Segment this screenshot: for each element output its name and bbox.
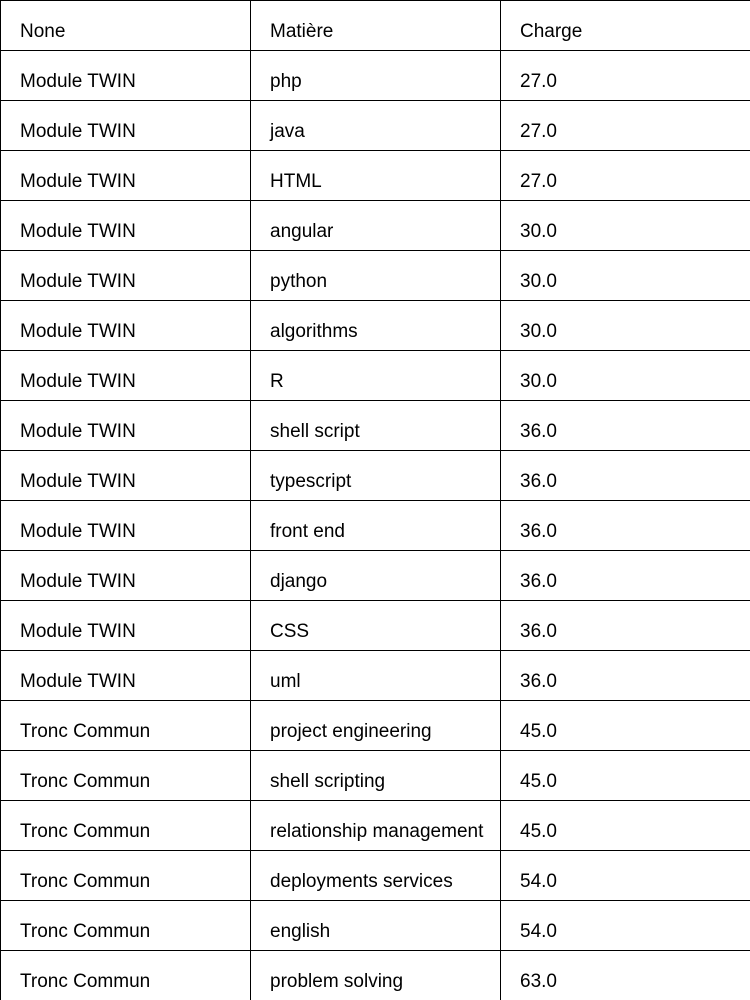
cell-group: Tronc Commun (1, 701, 251, 750)
cell-matiere: relationship management (251, 801, 501, 850)
cell-matiere: python (251, 251, 501, 300)
cell-group: Tronc Commun (1, 801, 251, 850)
table-row: Module TWIN java 27.0 (1, 101, 750, 151)
cell-matiere: project engineering (251, 701, 501, 750)
table-row: Module TWIN shell script 36.0 (1, 401, 750, 451)
table-row: Module TWIN algorithms 30.0 (1, 301, 750, 351)
cell-group: Module TWIN (1, 201, 251, 250)
cell-group: Module TWIN (1, 101, 251, 150)
cell-matiere: english (251, 901, 501, 950)
table-row: Module TWIN CSS 36.0 (1, 601, 750, 651)
table-row: Tronc Commun shell scripting 45.0 (1, 751, 750, 801)
table-row: Module TWIN front end 36.0 (1, 501, 750, 551)
column-header-none: None (1, 1, 251, 50)
cell-group: Module TWIN (1, 501, 251, 550)
cell-charge: 30.0 (520, 271, 557, 292)
cell-group: Tronc Commun (1, 901, 251, 950)
cell-charge: 30.0 (520, 371, 557, 392)
cell-matiere: java (251, 101, 501, 150)
cell-charge: 27.0 (520, 121, 557, 142)
table-row: Module TWIN uml 36.0 (1, 651, 750, 701)
table-row: Module TWIN angular 30.0 (1, 201, 750, 251)
cell-group: Tronc Commun (1, 851, 251, 900)
cell-charge: 45.0 (520, 721, 557, 742)
cell-group: Module TWIN (1, 601, 251, 650)
column-header-matiere: Matière (251, 1, 501, 50)
table-row: Module TWIN typescript 36.0 (1, 451, 750, 501)
cell-group: Module TWIN (1, 151, 251, 200)
cell-matiere: deployments services (251, 851, 501, 900)
cell-matiere: shell script (251, 401, 501, 450)
table-row: Module TWIN R 30.0 (1, 351, 750, 401)
cell-matiere: R (251, 351, 501, 400)
table-row: Module TWIN HTML 27.0 (1, 151, 750, 201)
cell-charge: 45.0 (520, 771, 557, 792)
cell-charge: 54.0 (520, 871, 557, 892)
table-row: Tronc Commun deployments services 54.0 (1, 851, 750, 901)
cell-group: Module TWIN (1, 551, 251, 600)
cell-matiere: typescript (251, 451, 501, 500)
table-row: Module TWIN python 30.0 (1, 251, 750, 301)
table-row: Tronc Commun project engineering 45.0 (1, 701, 750, 751)
cell-matiere: CSS (251, 601, 501, 650)
cell-charge: 36.0 (520, 421, 557, 442)
cell-charge: 36.0 (520, 471, 557, 492)
table-row: Tronc Commun relationship management 45.0 (1, 801, 750, 851)
table-row: Module TWIN django 36.0 (1, 551, 750, 601)
cell-charge: 36.0 (520, 671, 557, 692)
column-header-charge: Charge (520, 21, 583, 42)
cell-matiere: shell scripting (251, 751, 501, 800)
cell-group: Module TWIN (1, 251, 251, 300)
cell-group: Module TWIN (1, 451, 251, 500)
table-row: Tronc Commun english 54.0 (1, 901, 750, 951)
cell-charge: 27.0 (520, 171, 557, 192)
cell-group: Module TWIN (1, 351, 251, 400)
cell-group: Tronc Commun (1, 951, 251, 1000)
cell-charge: 36.0 (520, 521, 557, 542)
cell-group: Module TWIN (1, 51, 251, 100)
cell-group: Module TWIN (1, 301, 251, 350)
cell-group: Module TWIN (1, 651, 251, 700)
cell-matiere: django (251, 551, 501, 600)
cell-charge: 54.0 (520, 921, 557, 942)
cell-group: Tronc Commun (1, 751, 251, 800)
cell-matiere: problem solving (251, 951, 501, 1000)
cell-matiere: uml (251, 651, 501, 700)
cell-matiere: HTML (251, 151, 501, 200)
cell-matiere: angular (251, 201, 501, 250)
table-row: Tronc Commun problem solving 63.0 (1, 951, 750, 1000)
cell-charge: 36.0 (520, 571, 557, 592)
cell-charge: 30.0 (520, 221, 557, 242)
table-header-row: None Matière Charge (1, 1, 750, 51)
cell-charge: 45.0 (520, 821, 557, 842)
cell-charge: 30.0 (520, 321, 557, 342)
cell-group: Module TWIN (1, 401, 251, 450)
cell-charge: 27.0 (520, 71, 557, 92)
cell-matiere: algorithms (251, 301, 501, 350)
cell-charge: 36.0 (520, 621, 557, 642)
cell-matiere: php (251, 51, 501, 100)
cell-matiere: front end (251, 501, 501, 550)
cell-charge: 63.0 (520, 971, 557, 992)
table-row: Module TWIN php 27.0 (1, 51, 750, 101)
